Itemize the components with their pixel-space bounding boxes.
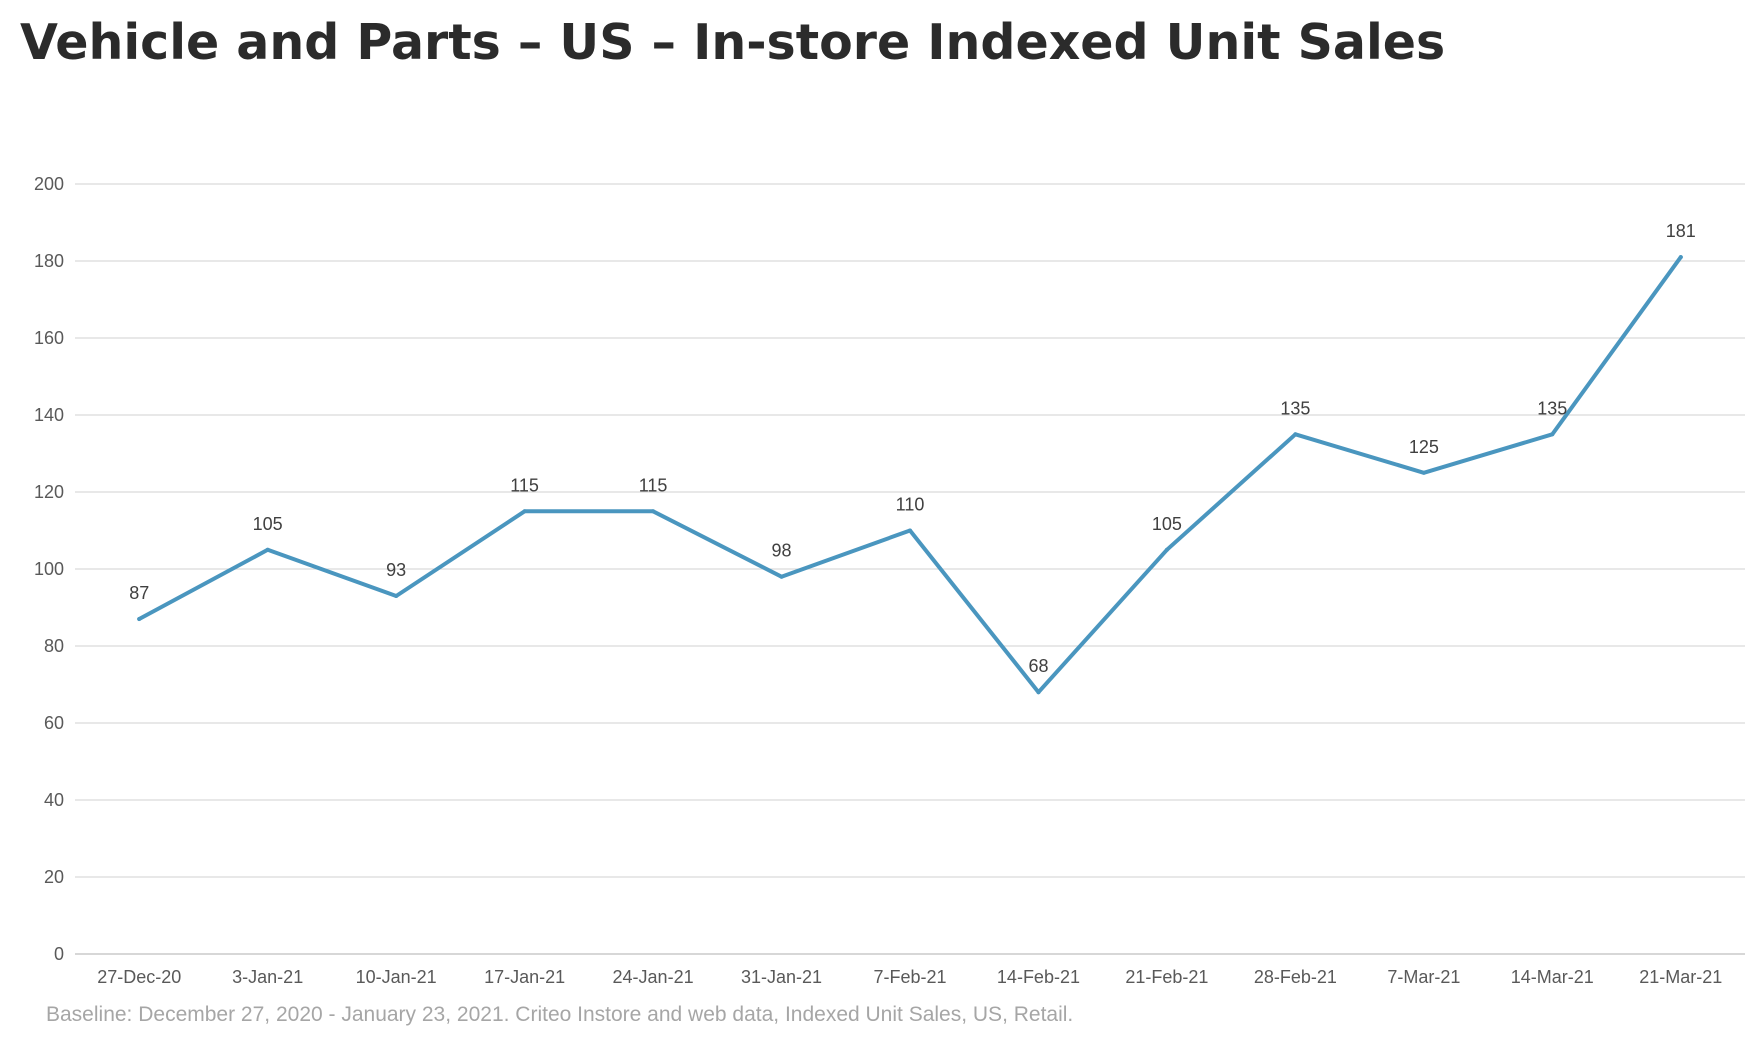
x-tick-label: 7-Feb-21: [873, 967, 946, 987]
data-point: [908, 528, 912, 533]
x-tick-label: 7-Mar-21: [1387, 967, 1460, 987]
x-axis-ticks: 27-Dec-20 3-Jan-21 10-Jan-21 17-Jan-21 24-Ja…: [97, 967, 1722, 987]
x-tick-label: 21-Mar-21: [1639, 967, 1722, 987]
series-group: [137, 255, 1683, 695]
x-tick-label: 10-Jan-21: [356, 967, 437, 987]
y-tick-label: 40: [44, 790, 64, 810]
data-label: 87: [129, 583, 149, 603]
y-tick-label: 160: [34, 328, 64, 348]
x-tick-label: 14-Feb-21: [997, 967, 1080, 987]
data-label: 110: [896, 495, 925, 515]
chart-title: Vehicle and Parts – US – In-store Indexe…: [20, 14, 1446, 71]
data-point: [394, 593, 399, 598]
y-tick-label: 80: [44, 636, 64, 656]
x-tick-label: 31-Jan-21: [741, 967, 822, 987]
y-tick-label: 0: [54, 944, 64, 964]
data-label: 105: [1152, 514, 1182, 534]
y-tick-label: 60: [44, 713, 64, 733]
data-point: [1678, 255, 1683, 260]
data-label: 135: [1537, 398, 1567, 418]
x-tick-label: 14-Mar-21: [1511, 967, 1594, 987]
data-label: 115: [639, 475, 668, 495]
data-label: 115: [510, 475, 539, 495]
x-tick-label: 3-Jan-21: [232, 967, 303, 987]
x-tick-label: 21-Feb-21: [1125, 967, 1208, 987]
data-label: 135: [1280, 398, 1310, 418]
series-line: [137, 255, 1683, 695]
footnote: Baseline: December 27, 2020 - January 23…: [46, 1003, 1074, 1026]
data-point: [1550, 432, 1555, 437]
data-label: 181: [1666, 221, 1696, 241]
data-point: [779, 574, 784, 579]
x-tick-label: 17-Jan-21: [484, 967, 565, 987]
y-tick-label: 180: [34, 251, 64, 271]
y-axis-ticks: 0 20 40 60 80 100 120 140 160 180 200: [34, 174, 64, 964]
data-point: [522, 509, 527, 514]
data-point: [1036, 690, 1041, 695]
data-point: [265, 547, 270, 552]
data-label: 105: [253, 514, 283, 534]
data-point: [137, 617, 142, 622]
data-point: [651, 509, 656, 514]
data-label: 125: [1409, 437, 1439, 457]
y-tick-label: 120: [34, 482, 64, 502]
x-tick-label: 24-Jan-21: [613, 967, 694, 987]
data-label: 98: [772, 541, 792, 561]
data-label: 93: [386, 560, 406, 580]
y-tick-label: 100: [34, 559, 64, 579]
y-tick-label: 20: [44, 867, 64, 887]
gridlines: [75, 183, 1745, 955]
x-tick-label: 28-Feb-21: [1254, 967, 1337, 987]
data-point: [1164, 547, 1169, 552]
data-point: [1293, 432, 1298, 437]
y-tick-label: 140: [34, 405, 64, 425]
x-tick-label: 27-Dec-20: [97, 967, 181, 987]
data-label: 68: [1028, 656, 1048, 676]
y-tick-label: 200: [34, 174, 64, 194]
data-labels: 87 105 93 115 115 98 110 68 105 135 125 135 181: [129, 221, 1696, 676]
data-point: [1421, 470, 1426, 475]
